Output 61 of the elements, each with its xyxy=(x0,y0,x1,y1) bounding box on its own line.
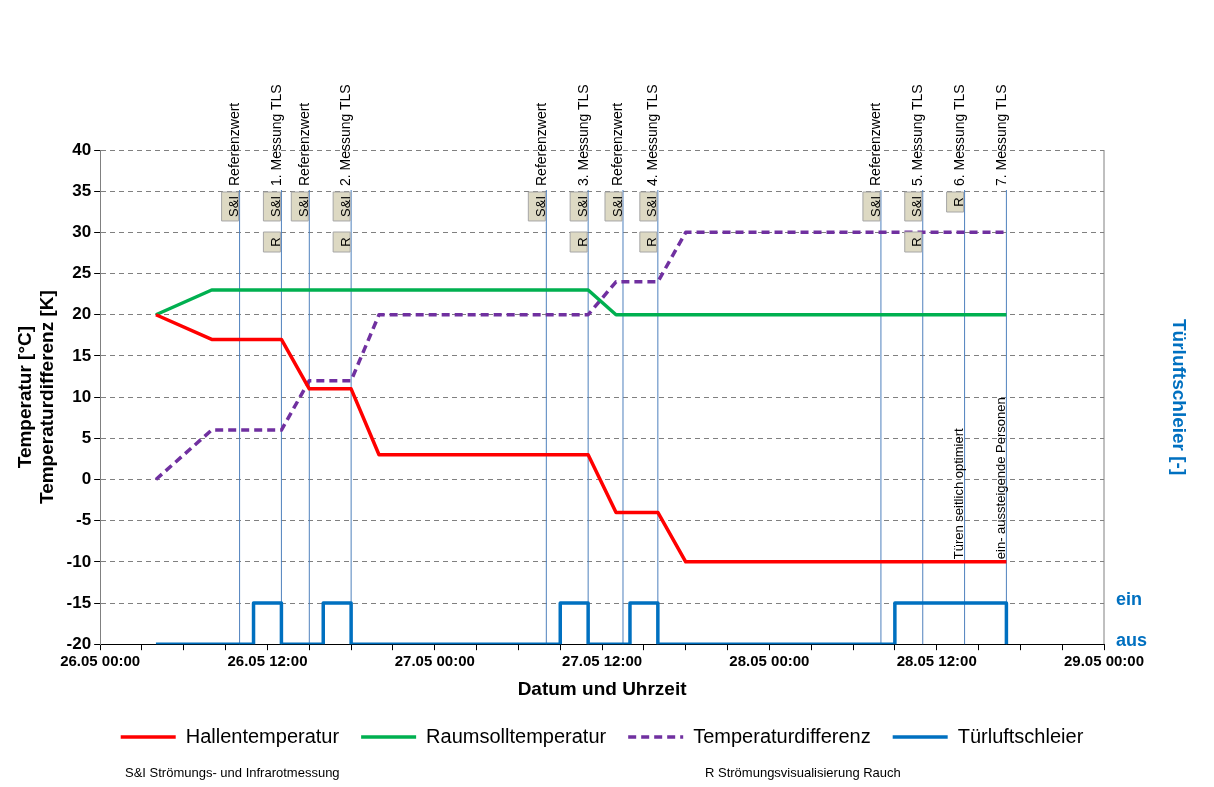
ref-line-label: Referenzwert xyxy=(225,102,242,186)
legend-label: Raumsolltemperatur xyxy=(426,724,607,747)
annotation: ein- aussteigende Personen xyxy=(992,397,1008,560)
x-tick-label: 27.05 12:00 xyxy=(562,652,643,670)
x-tick-label: 27.05 00:00 xyxy=(394,652,475,670)
annotation: S&I xyxy=(337,195,353,217)
y2-axis-title: Türluftschleier [-] xyxy=(1169,318,1191,476)
annotation: S&I xyxy=(268,195,283,217)
annotation: S&I xyxy=(609,195,625,217)
annotation: S&I xyxy=(295,195,311,217)
ref-line-label: Referenzwert xyxy=(295,102,312,186)
legend-label: Temperaturdifferenz xyxy=(693,724,871,747)
y-tick-label: -20 xyxy=(66,633,92,653)
annotation: S&I xyxy=(532,195,548,217)
annotation: S&I xyxy=(909,195,925,217)
y-tick-label: 35 xyxy=(72,180,92,200)
x-tick-label: 28.05 00:00 xyxy=(729,652,810,670)
ref-line-label: 4. Messung TLS xyxy=(644,84,661,186)
ref-line-label: 3. Messung TLS xyxy=(574,84,591,186)
annotation: S&I xyxy=(867,195,883,217)
annotation: R xyxy=(268,237,283,247)
ref-line-label: 6. Messung TLS xyxy=(950,84,967,186)
ref-line-label: Referenzwert xyxy=(532,102,549,186)
text: R Strömungsvisualisierung Rauch xyxy=(705,765,901,780)
annotation: R xyxy=(951,197,967,207)
text: S&I Strömungs- und Infrarotmessung xyxy=(125,765,340,780)
ref-line-label: 7. Messung TLS xyxy=(992,84,1009,186)
x-tick-label: 26.05 12:00 xyxy=(227,652,308,670)
y-tick-label: 15 xyxy=(72,345,92,365)
y-tick-label: 20 xyxy=(72,304,92,324)
annotation: Türen seitlich optimiert xyxy=(951,428,967,560)
y-tick-label: 5 xyxy=(81,427,92,447)
ref-line-label: 5. Messung TLS xyxy=(909,84,926,186)
annotation: S&I xyxy=(644,195,660,217)
text: aus xyxy=(1116,630,1148,651)
annotation: R xyxy=(644,237,660,247)
y-tick-label: 0 xyxy=(81,469,92,489)
y-tick-label: 30 xyxy=(72,222,92,242)
annotation: R xyxy=(337,237,353,247)
ref-line-label: Referenzwert xyxy=(867,102,884,186)
ref-line-label: 1. Messung TLS xyxy=(267,84,284,186)
ref-line-label: 2. Messung TLS xyxy=(337,84,354,186)
legend-label: Türluftschleier xyxy=(957,724,1084,747)
legend-label: Hallentemperatur xyxy=(185,724,340,747)
annotation: S&I xyxy=(226,195,242,217)
x-tick-label: 29.05 00:00 xyxy=(1063,652,1145,670)
x-tick-label: 28.05 12:00 xyxy=(896,652,977,670)
y-tick-label: 10 xyxy=(72,386,92,406)
x-tick-label: 26.05 00:00 xyxy=(60,652,141,670)
annotation: S&I xyxy=(574,195,590,217)
y-tick-label: -15 xyxy=(66,592,92,612)
y-tick-label: 25 xyxy=(72,263,92,283)
y-tick-label: -5 xyxy=(76,510,92,530)
ref-line-label: Referenzwert xyxy=(609,102,626,186)
y-tick-label: 40 xyxy=(72,139,92,159)
annotation: R xyxy=(909,237,925,247)
y-tick-label: -10 xyxy=(66,551,92,571)
y-axis-title: Temperatur [°C] Temperaturdifferenz [K] xyxy=(13,290,58,505)
text: ein xyxy=(1116,588,1143,609)
annotation: R xyxy=(574,237,590,247)
x-axis-title: Datum und Uhrzeit xyxy=(517,677,688,699)
